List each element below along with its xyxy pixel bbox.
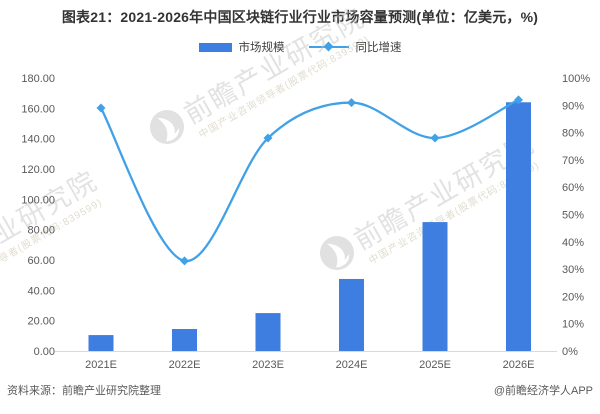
legend-label-growth-rate: 同比增速 — [355, 42, 402, 54]
left-axis-tick-label: 160.00 — [21, 103, 55, 115]
watermark-brand-text: 前瞻产业研究院 — [179, 2, 370, 129]
left-axis-tick-label: 20.00 — [27, 316, 55, 328]
x-axis-category-label: 2023E — [252, 359, 284, 371]
right-axis-tick-label: 40% — [562, 237, 584, 249]
right-axis-tick-label: 20% — [562, 291, 584, 303]
right-axis-tick-label: 90% — [562, 100, 584, 112]
bar-2024E — [339, 278, 364, 351]
chart-title: 图表21：2021-2026年中国区块链行业行业市场容量预测(单位：亿美元，%) — [61, 9, 539, 25]
bar-2025E — [422, 222, 448, 351]
x-axis-category-label: 2021E — [85, 359, 117, 371]
right-axis-tick-label: 80% — [562, 128, 584, 140]
left-axis-tick-label: 40.00 — [27, 285, 55, 297]
x-axis-category-label: 2026E — [503, 359, 535, 371]
left-axis-tick-label: 60.00 — [27, 255, 55, 267]
bar-2026E — [506, 102, 531, 352]
left-axis-tick-label: 120.00 — [21, 164, 55, 176]
line-series-swatch-icon — [308, 41, 349, 52]
bar-2021E — [88, 335, 114, 351]
left-axis-tick-label: 140.00 — [21, 134, 55, 146]
line-point-2023E — [263, 133, 273, 143]
line-point-2025E — [430, 133, 440, 143]
x-axis-category-label: 2024E — [336, 359, 368, 371]
right-axis-tick-label: 10% — [562, 319, 584, 331]
right-axis-tick-label: 60% — [562, 182, 584, 194]
right-axis-tick-label: 50% — [562, 210, 584, 222]
app-credit: @前瞻经济学人APP — [493, 385, 593, 397]
legend-item-market-size: 市场规模 — [198, 39, 285, 55]
left-axis-tick-label: 80.00 — [27, 225, 55, 237]
legend-label-market-size: 市场规模 — [238, 42, 285, 54]
line-point-2021E — [96, 103, 106, 113]
left-axis-tick-label: 100.00 — [21, 194, 55, 206]
logo-swoosh-icon — [157, 117, 180, 142]
line-point-2026E — [514, 95, 523, 105]
right-axis-tick-label: 70% — [562, 155, 584, 167]
qianzhan-logo-watermark-icon — [150, 110, 184, 144]
bar-series-swatch-icon — [198, 42, 232, 52]
source-note: 资料来源：前瞻产业研究院整理 — [7, 385, 161, 397]
right-axis-tick-label: 30% — [562, 264, 584, 276]
chart-legend: 市场规模 同比增速 — [0, 39, 600, 55]
right-axis-tick-label: 0% — [562, 346, 578, 358]
right-axis-tick-label: 100% — [562, 73, 590, 85]
left-axis-tick-label: 0.00 — [34, 346, 55, 358]
qianzhan-logo-watermark-icon — [320, 236, 354, 270]
x-axis-category-label: 2022E — [169, 359, 201, 371]
legend-item-growth-rate: 同比增速 — [308, 39, 402, 55]
line-point-2022E — [180, 256, 189, 266]
logo-swoosh-icon — [327, 243, 350, 268]
bar-2022E — [172, 329, 197, 351]
x-axis-category-label: 2025E — [419, 359, 451, 371]
bar-2023E — [255, 313, 281, 351]
line-point-2024E — [347, 98, 356, 108]
left-axis-tick-label: 180.00 — [21, 73, 55, 85]
